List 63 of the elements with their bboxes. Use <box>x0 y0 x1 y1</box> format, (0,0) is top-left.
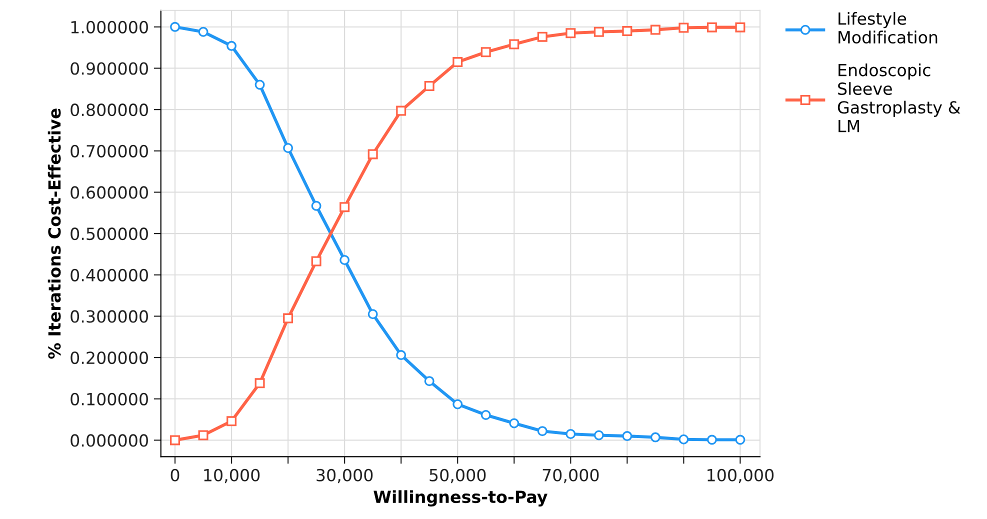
point <box>226 416 237 426</box>
point <box>509 418 520 428</box>
point <box>650 432 660 442</box>
point <box>537 32 548 42</box>
x-tick-label: 100,000 <box>708 468 774 484</box>
point <box>311 200 322 211</box>
y-tick-label: 0.600000 <box>70 186 148 199</box>
y-tick-label: 0.300000 <box>70 310 148 323</box>
point <box>480 410 491 420</box>
point <box>622 26 632 36</box>
point <box>735 22 746 32</box>
y-tick-label: 0.200000 <box>70 351 148 364</box>
point <box>198 430 208 440</box>
point <box>678 22 689 33</box>
point <box>566 428 576 439</box>
x-tick-label: 30,000 <box>316 468 373 484</box>
point <box>424 376 434 386</box>
point <box>170 435 180 446</box>
point <box>283 313 294 324</box>
point <box>170 22 180 32</box>
point <box>424 81 434 92</box>
point <box>706 434 717 445</box>
y-axis-title: % Iterations Cost-Effective <box>48 108 61 359</box>
point <box>594 430 604 440</box>
x-tick-label: 70,000 <box>542 468 599 484</box>
y-tick-label: 1.000000 <box>71 20 148 34</box>
point <box>340 202 350 212</box>
point <box>226 40 237 51</box>
point <box>311 256 322 266</box>
y-tick-label: 0.800000 <box>70 104 148 116</box>
point <box>480 47 491 58</box>
point <box>678 434 689 444</box>
x-tick-label: 0 <box>170 468 180 482</box>
y-tick-label: 0.900000 <box>70 62 148 75</box>
point <box>594 26 604 37</box>
x-tick-label: 50,000 <box>430 468 486 484</box>
point <box>452 57 463 68</box>
point <box>396 106 406 116</box>
point <box>254 378 265 388</box>
y-tick-label: 0.700000 <box>70 144 148 158</box>
point <box>396 350 406 360</box>
point <box>452 399 463 410</box>
point <box>283 143 294 154</box>
point <box>254 80 265 90</box>
point <box>340 255 350 265</box>
point <box>566 28 576 38</box>
legend-label: Lifestyle Modification <box>838 12 938 44</box>
y-tick-label: 0.400000 <box>70 268 148 282</box>
point <box>368 309 378 320</box>
point <box>368 149 378 160</box>
y-tick-label: 0.500000 <box>70 228 148 240</box>
point <box>706 22 717 32</box>
point <box>509 39 520 50</box>
point <box>198 26 208 37</box>
legend-label: Endoscopic Sleeve Gastroplasty & LM <box>838 63 960 132</box>
y-tick-label: 0.100000 <box>70 392 148 406</box>
x-tick-label: 10,000 <box>204 468 260 484</box>
point <box>537 426 548 436</box>
point <box>622 431 632 442</box>
point <box>650 24 660 35</box>
x-axis-title: Willingness-to-Pay <box>374 490 548 506</box>
y-tick-label: 0.000000 <box>70 434 148 447</box>
point <box>735 434 746 445</box>
